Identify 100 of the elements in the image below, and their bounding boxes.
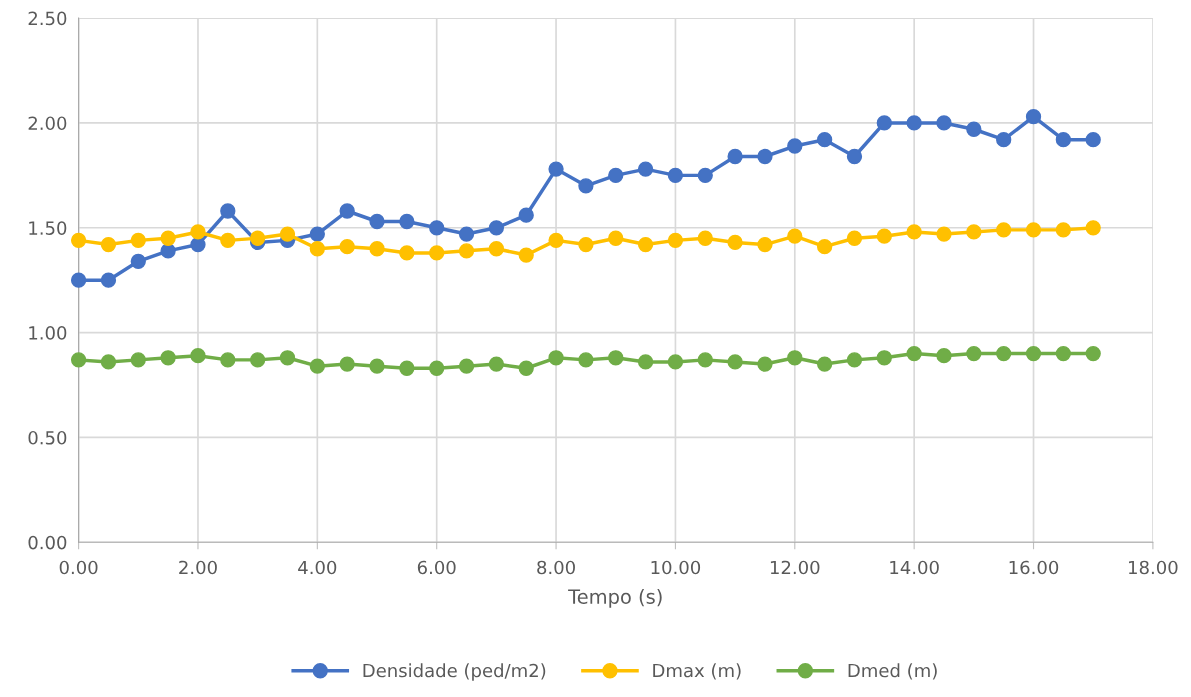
point: [876, 115, 892, 131]
point: [1085, 132, 1101, 148]
point: [339, 203, 355, 219]
point: [279, 350, 296, 366]
point: [429, 245, 445, 261]
point: [309, 241, 325, 257]
point: [1055, 222, 1072, 238]
point: [846, 148, 863, 165]
point: [70, 352, 87, 368]
x-tick-label: 0.00: [59, 560, 98, 575]
point: [369, 241, 385, 257]
point: [637, 161, 654, 177]
point: [966, 121, 982, 137]
point: [667, 167, 684, 184]
point: [697, 167, 713, 184]
point: [727, 234, 743, 251]
point: [190, 348, 206, 364]
x-axis-title: Tempo (s): [568, 588, 662, 608]
point: [816, 356, 833, 372]
point: [399, 245, 415, 261]
point: [100, 272, 117, 288]
y-tick-label: 2.50: [28, 11, 67, 26]
y-tick-label: 0.50: [28, 430, 67, 445]
point: [667, 354, 684, 370]
point: [429, 360, 445, 376]
point: [70, 232, 87, 248]
point: [190, 224, 206, 240]
point: [757, 236, 773, 253]
legend-label: Dmax (m): [653, 663, 741, 680]
point: [966, 224, 982, 240]
point: [578, 236, 594, 253]
point: [130, 253, 146, 269]
point: [996, 345, 1012, 362]
point: [1055, 345, 1072, 362]
point: [130, 232, 146, 248]
x-tick-label: 18.00: [1129, 560, 1178, 575]
point: [787, 350, 803, 366]
point: [906, 345, 922, 362]
point: [369, 358, 385, 374]
x-tick-label: 6.00: [417, 560, 456, 575]
point: [1085, 345, 1101, 362]
y-tick-label: 0.00: [28, 535, 67, 550]
point: [220, 232, 236, 248]
point: [160, 350, 176, 366]
y-tick-label: 2.00: [28, 116, 67, 131]
point: [250, 230, 266, 246]
point: [100, 236, 117, 253]
point: [339, 356, 355, 372]
point: [309, 358, 325, 374]
point: [996, 132, 1012, 148]
point: [70, 272, 87, 288]
point: [966, 345, 982, 362]
point: [816, 132, 833, 148]
point: [518, 360, 534, 376]
point: [399, 360, 415, 376]
point: [936, 226, 952, 242]
point: [309, 226, 325, 242]
point: [250, 352, 266, 368]
point: [697, 352, 713, 368]
point: [816, 239, 833, 255]
point: [906, 224, 922, 240]
point: [100, 354, 117, 370]
point: [1055, 132, 1072, 148]
point: [787, 228, 803, 244]
point: [608, 350, 624, 366]
point: [757, 148, 773, 165]
point: [458, 226, 475, 242]
point: [458, 243, 475, 259]
x-tick-label: 14.00: [890, 560, 939, 575]
point: [1025, 345, 1042, 362]
x-tick-label: 2.00: [179, 560, 217, 575]
point: [637, 354, 654, 370]
point: [1085, 220, 1101, 236]
point: [787, 138, 803, 154]
y-tick-label: 1.00: [29, 326, 67, 340]
point: [339, 239, 355, 255]
legend-label: Densidade (ped/m2): [363, 663, 546, 681]
x-tick-label: 4.00: [298, 560, 337, 575]
point: [578, 352, 594, 368]
point: [608, 167, 624, 184]
point: [190, 236, 206, 253]
point: [548, 232, 564, 248]
point: [160, 230, 176, 246]
point: [846, 352, 863, 368]
point: [727, 148, 743, 165]
x-tick-label: 12.00: [770, 560, 820, 575]
point: [369, 213, 385, 230]
point: [906, 115, 922, 131]
point: [637, 236, 654, 253]
point: [697, 230, 713, 246]
x-tick-label: 16.00: [1009, 560, 1059, 575]
point: [846, 230, 863, 246]
point: [876, 350, 892, 366]
point: [130, 352, 146, 368]
point: [220, 352, 236, 368]
x-tick-label: 8.00: [537, 560, 575, 575]
point: [220, 203, 236, 219]
point: [458, 358, 475, 374]
point: [518, 207, 534, 223]
point: [996, 222, 1012, 238]
